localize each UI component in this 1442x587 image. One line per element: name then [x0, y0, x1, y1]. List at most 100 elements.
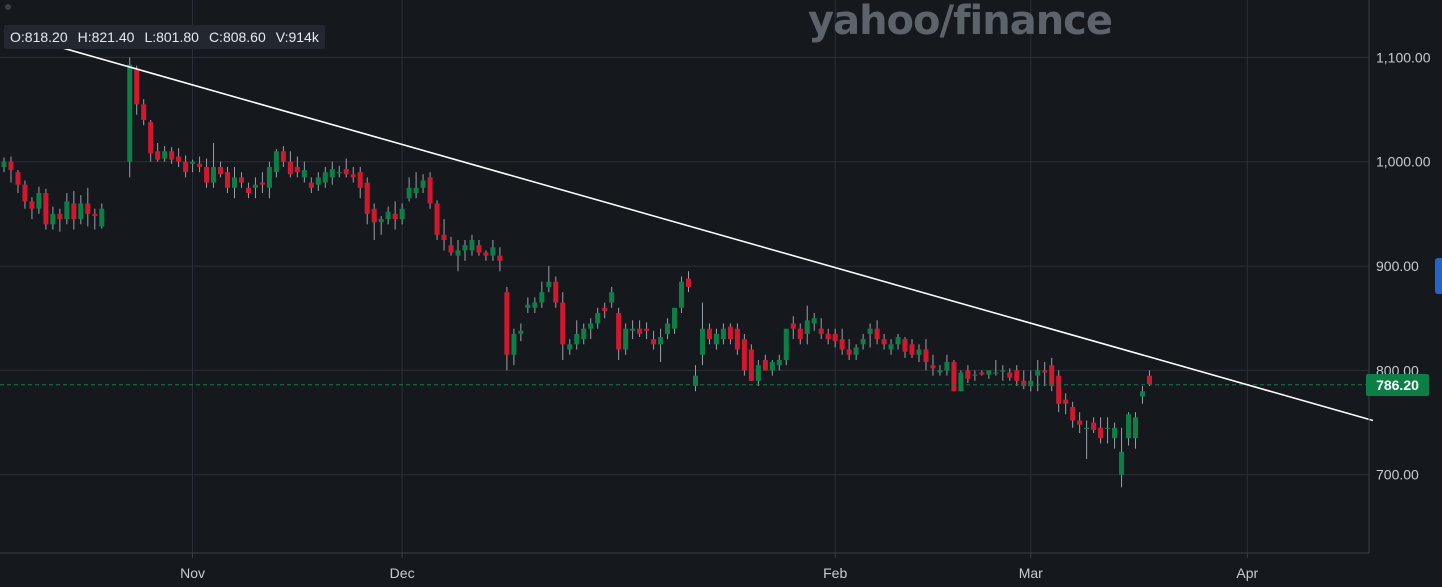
expand-panel-tab[interactable]	[1435, 258, 1442, 294]
candle-body	[511, 333, 517, 355]
candle-body	[483, 252, 489, 256]
candle	[546, 266, 552, 293]
candle-body	[630, 328, 636, 331]
candle-body	[825, 333, 831, 340]
candle-body	[539, 292, 545, 303]
candle	[148, 119, 154, 162]
candle-body	[951, 362, 957, 392]
candle	[609, 286, 615, 308]
candle	[783, 328, 789, 366]
candle	[1126, 412, 1132, 446]
candle	[720, 323, 726, 345]
candle	[762, 354, 768, 371]
candle	[176, 148, 182, 167]
candle-body	[57, 213, 63, 220]
candle	[581, 323, 587, 345]
candle-body	[36, 193, 42, 209]
candle	[162, 146, 168, 162]
candle	[1146, 370, 1153, 387]
high-value: H:821.40	[77, 29, 135, 45]
candle-body	[218, 166, 224, 175]
candle	[937, 365, 943, 376]
candle	[294, 156, 300, 178]
trendline	[3, 30, 1374, 422]
candle	[231, 166, 238, 199]
candle-body	[245, 187, 251, 194]
candle-body	[1139, 391, 1146, 397]
candle	[665, 318, 671, 340]
candle	[364, 177, 370, 225]
candle-body	[679, 281, 685, 308]
candle-body	[1000, 370, 1006, 372]
candle-body	[602, 307, 608, 311]
candle	[972, 370, 978, 381]
candle	[951, 359, 957, 392]
candle	[692, 365, 698, 392]
candle	[36, 186, 42, 214]
candle-body	[497, 255, 503, 261]
candle-body	[176, 156, 182, 162]
candle	[553, 276, 559, 308]
candle-body	[776, 359, 782, 366]
candles	[1, 57, 1153, 488]
candle	[769, 359, 775, 376]
candle-body	[741, 339, 747, 371]
candle-body	[574, 333, 580, 345]
candle-body	[734, 328, 740, 350]
candle-body	[692, 375, 698, 387]
candle-body	[525, 304, 531, 308]
candle	[92, 208, 98, 230]
candle	[15, 170, 21, 194]
candle	[99, 203, 105, 229]
candle-body	[783, 328, 789, 360]
candle	[797, 323, 803, 345]
candle	[511, 328, 517, 366]
candle	[141, 99, 147, 126]
candle	[588, 318, 594, 340]
candle-body	[280, 151, 286, 162]
candle	[825, 328, 831, 345]
candle-body	[1007, 372, 1013, 378]
candle	[169, 147, 175, 164]
candle	[839, 328, 845, 355]
candle-body	[832, 333, 838, 342]
candle	[630, 320, 636, 340]
candle	[1000, 365, 1006, 381]
candle	[888, 339, 894, 355]
candle-body	[427, 177, 433, 204]
candle	[308, 177, 314, 194]
candle	[280, 146, 286, 167]
candle	[190, 159, 196, 173]
candle-body	[588, 323, 594, 329]
candle-body	[546, 281, 552, 287]
candle-body	[231, 177, 238, 188]
candle	[504, 286, 510, 371]
candle-body	[895, 337, 901, 345]
candle	[853, 344, 859, 360]
candle	[1007, 368, 1013, 381]
candle	[476, 239, 482, 256]
candle	[336, 165, 342, 178]
candle-body	[581, 328, 587, 340]
candle	[616, 307, 622, 360]
candle-body	[616, 313, 622, 350]
candle-body	[811, 318, 817, 324]
candle	[867, 323, 873, 348]
candle-body	[141, 104, 147, 120]
candle-body	[713, 333, 719, 345]
candle	[1056, 370, 1062, 413]
candle	[155, 142, 161, 162]
candle	[790, 316, 796, 340]
candle	[658, 328, 664, 363]
candle	[1091, 417, 1097, 434]
candle	[127, 57, 133, 178]
candle	[273, 149, 279, 178]
candle	[78, 195, 84, 225]
candle-body	[818, 328, 824, 334]
candle	[57, 208, 63, 232]
candle-body	[434, 203, 440, 235]
candle-body	[462, 245, 468, 251]
